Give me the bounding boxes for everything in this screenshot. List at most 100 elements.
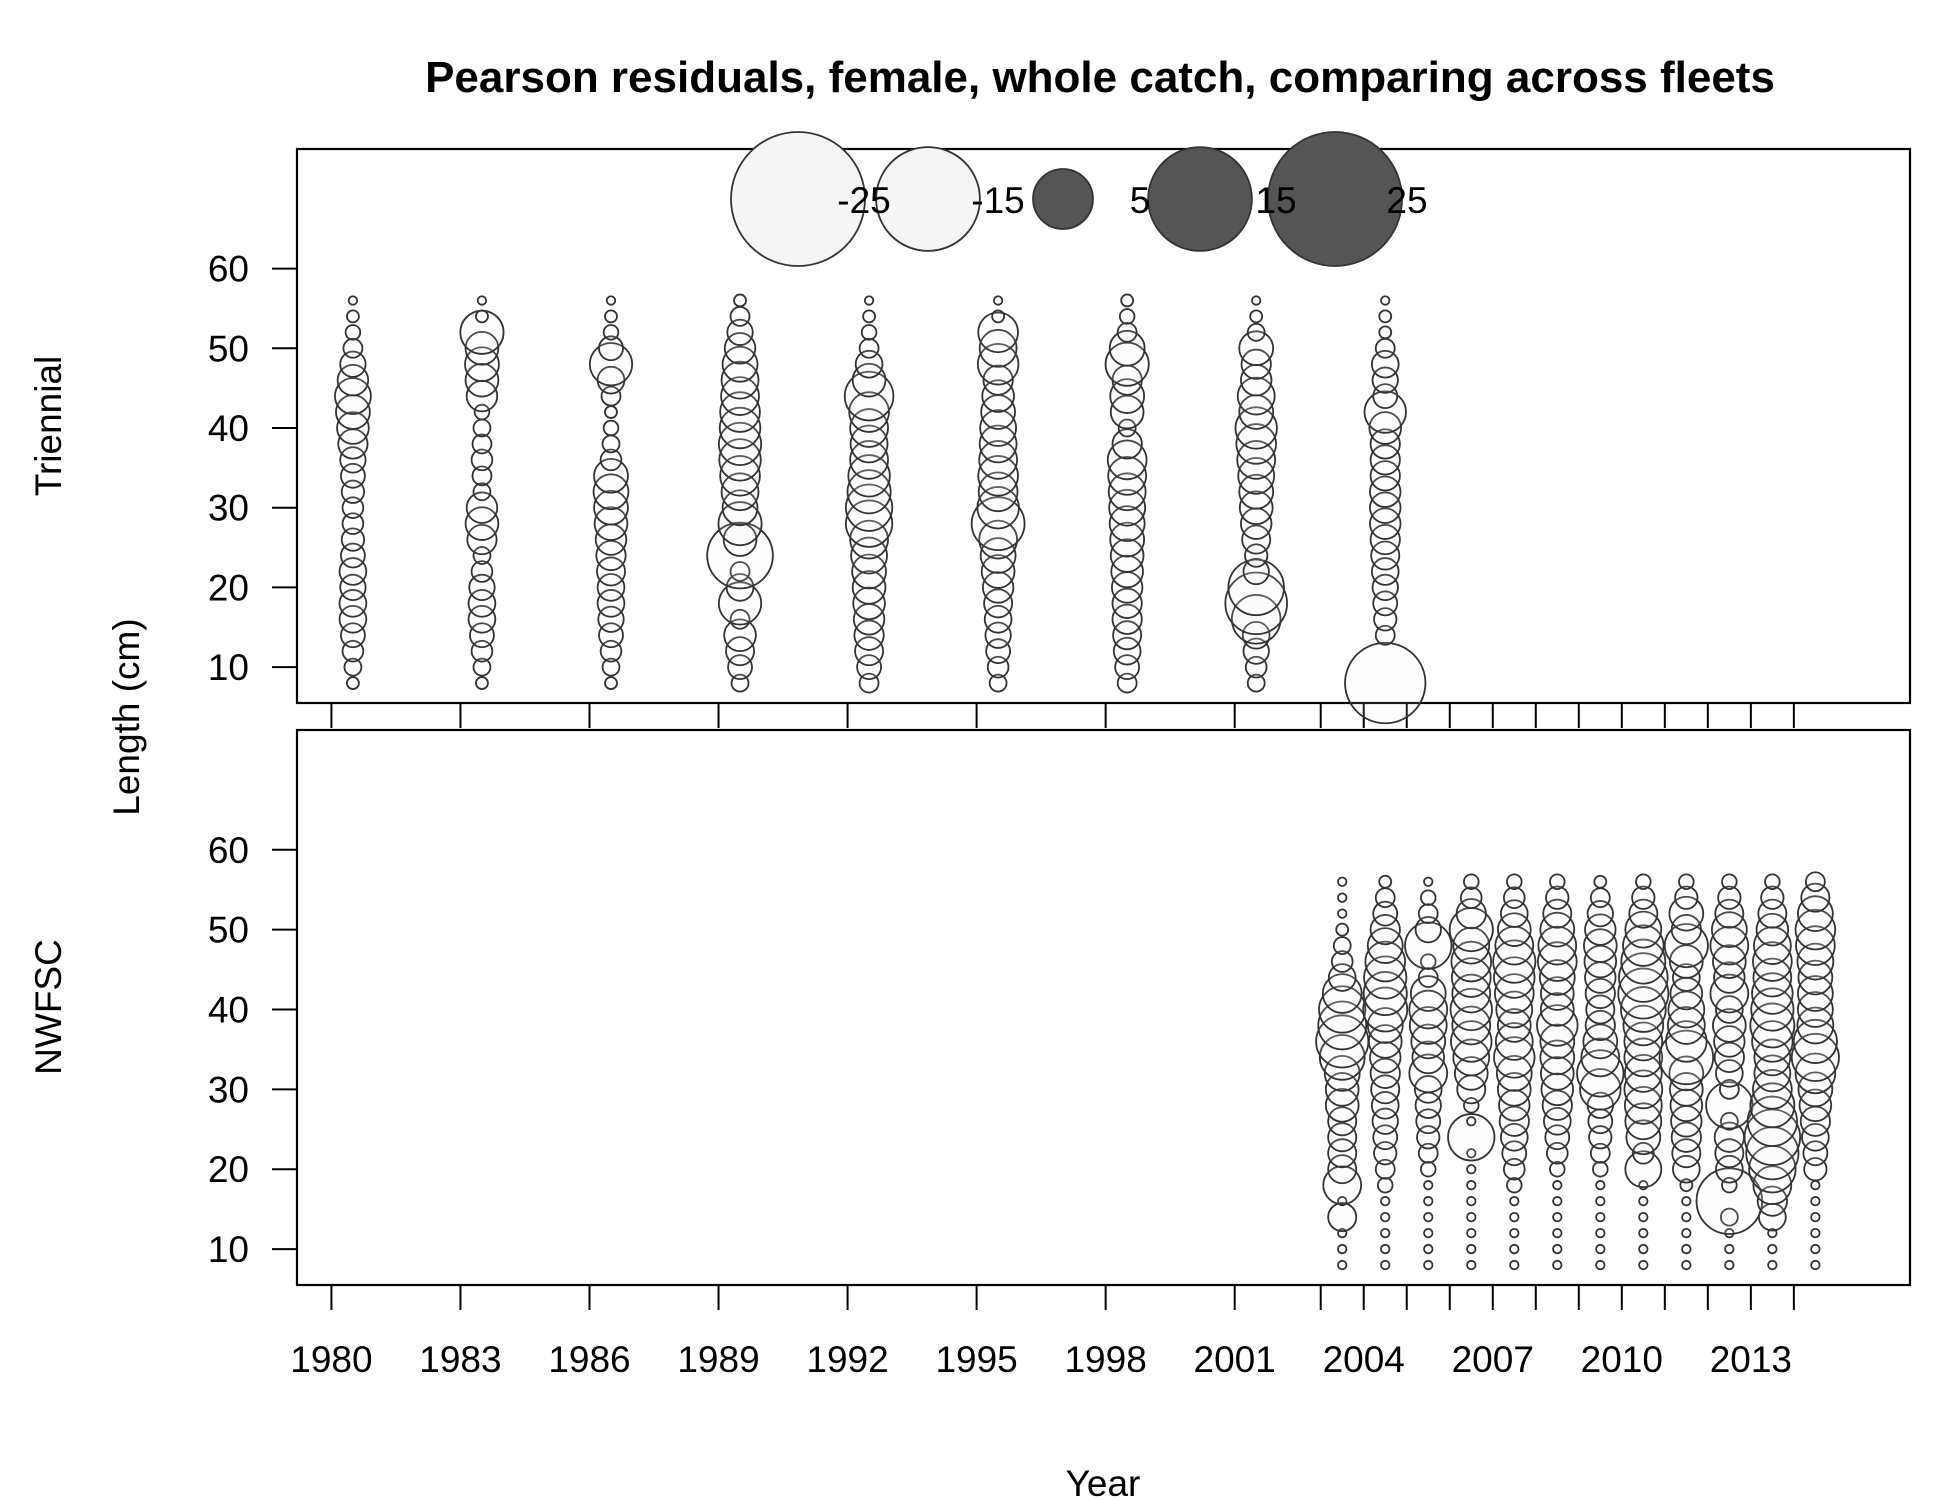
- residual-bubble: [1466, 1211, 1477, 1223]
- residual-bubble: [1681, 1243, 1692, 1255]
- residual-bubble: [976, 486, 1020, 530]
- residual-bubble: [1364, 940, 1407, 983]
- residual-bubble: [733, 293, 747, 308]
- residual-bubble: [1240, 348, 1272, 380]
- residual-bubble: [601, 657, 621, 677]
- residual-bubble: [1466, 1180, 1477, 1191]
- residual-bubble: [1337, 908, 1348, 919]
- residual-bubble: [1414, 916, 1442, 944]
- residual-bubble: [1368, 411, 1402, 445]
- residual-bubble: [1755, 912, 1790, 947]
- residual-bubble: [596, 573, 626, 602]
- residual-bubble: [1370, 557, 1400, 586]
- residual-bubble: [1370, 1074, 1401, 1105]
- residual-bubble: [1681, 1227, 1692, 1239]
- residual-bubble: [1509, 1196, 1520, 1207]
- residual-bubble: [1413, 1075, 1443, 1104]
- residual-bubble: [1681, 1211, 1692, 1223]
- residual-bubble: [1539, 1056, 1575, 1091]
- legend: -25 -15 5 15 25: [730, 131, 1428, 267]
- residual-bubble: [1810, 1227, 1821, 1239]
- residual-bubble: [1244, 543, 1269, 568]
- residual-bubble: [1447, 1113, 1496, 1162]
- residual-bubble: [1224, 571, 1288, 636]
- residual-bubble: [1109, 521, 1146, 558]
- residual-bubble: [1623, 1054, 1663, 1093]
- residual-bubble: [1663, 923, 1709, 969]
- residual-bubble: [1764, 873, 1781, 890]
- residual-bubble: [849, 519, 889, 560]
- x-tick-label: 2004: [1323, 1339, 1405, 1380]
- residual-bubble: [604, 405, 618, 419]
- residual-bubble: [725, 573, 755, 602]
- residual-bubble: [1718, 1078, 1740, 1100]
- residual-bubble: [1236, 440, 1277, 480]
- residual-bubble: [1114, 654, 1141, 681]
- residual-bubble: [1330, 950, 1354, 973]
- residual-bubble: [1369, 475, 1402, 508]
- residual-bubble: [340, 527, 366, 552]
- residual-bubble: [1537, 925, 1578, 966]
- residual-bubble: [1623, 1021, 1664, 1062]
- residual-bubble: [1589, 1142, 1611, 1164]
- x-tick-label: 1983: [419, 1339, 501, 1380]
- residual-bubble: [1717, 885, 1742, 910]
- y-tick-label: 20: [208, 567, 249, 608]
- residual-bubble: [1750, 987, 1795, 1032]
- residual-bubble: [1669, 1072, 1704, 1107]
- residual-bubble: [1678, 873, 1695, 890]
- residual-bubble: [1327, 1138, 1358, 1169]
- residual-bubble: [1592, 1160, 1609, 1178]
- legend-label: 15: [1255, 180, 1296, 221]
- residual-bubble: [593, 457, 629, 494]
- y-tick-label: 10: [208, 1229, 249, 1270]
- residual-bubble: [1367, 1024, 1403, 1059]
- residual-bubble: [1536, 941, 1578, 982]
- residual-bubble: [1408, 989, 1449, 1030]
- residual-bubble: [1453, 1056, 1489, 1091]
- residual-bubble: [1719, 1207, 1739, 1227]
- residual-bubble: [1323, 1055, 1361, 1092]
- residual-bubble: [1411, 1040, 1446, 1075]
- residual-bubble: [1796, 895, 1834, 933]
- residual-bubble: [1539, 976, 1575, 1011]
- panel-frame-nwfsc: [295, 728, 1912, 1287]
- residual-bubble: [1595, 1243, 1606, 1255]
- residual-bubble: [978, 328, 1018, 368]
- residual-bubble: [464, 330, 500, 366]
- residual-bubble: [727, 654, 753, 681]
- residual-bubble: [1495, 990, 1534, 1029]
- residual-bubble: [978, 440, 1018, 480]
- residual-bubble: [718, 406, 762, 450]
- residual-bubble: [1552, 1243, 1563, 1255]
- residual-bubble: [1370, 540, 1401, 571]
- residual-bubble: [1237, 456, 1276, 495]
- residual-bubble: [604, 676, 618, 690]
- residual-bubble: [1372, 590, 1399, 617]
- residual-bubble: [1112, 620, 1143, 651]
- residual-bubble: [1363, 955, 1408, 1000]
- residual-bubble: [1493, 956, 1536, 999]
- residual-bubble: [1509, 1227, 1520, 1239]
- residual-bubble: [602, 324, 620, 341]
- residual-bubble: [1324, 1072, 1360, 1107]
- residual-bubble: [1374, 1158, 1396, 1180]
- residual-bubble: [1584, 913, 1617, 946]
- residual-bubble: [1496, 1072, 1532, 1107]
- residual-bubble: [981, 379, 1015, 413]
- y-tick-label: 20: [208, 1149, 249, 1190]
- residual-bubble: [1585, 994, 1616, 1025]
- residual-bubble: [1496, 1008, 1532, 1043]
- residual-bubble: [1798, 1088, 1833, 1123]
- residual-bubble: [846, 469, 892, 515]
- residual-bubble: [1335, 922, 1350, 937]
- residual-bubble: [1593, 874, 1608, 889]
- residual-bubble: [977, 311, 1019, 354]
- residual-bubble: [1246, 322, 1266, 342]
- residual-bubble: [1638, 1243, 1649, 1255]
- residual-bubble: [729, 561, 751, 582]
- residual-bubble: [1366, 927, 1404, 964]
- residual-bubble: [1796, 942, 1835, 981]
- residual-bubble: [1790, 1032, 1840, 1082]
- residual-bubble: [1423, 1259, 1434, 1271]
